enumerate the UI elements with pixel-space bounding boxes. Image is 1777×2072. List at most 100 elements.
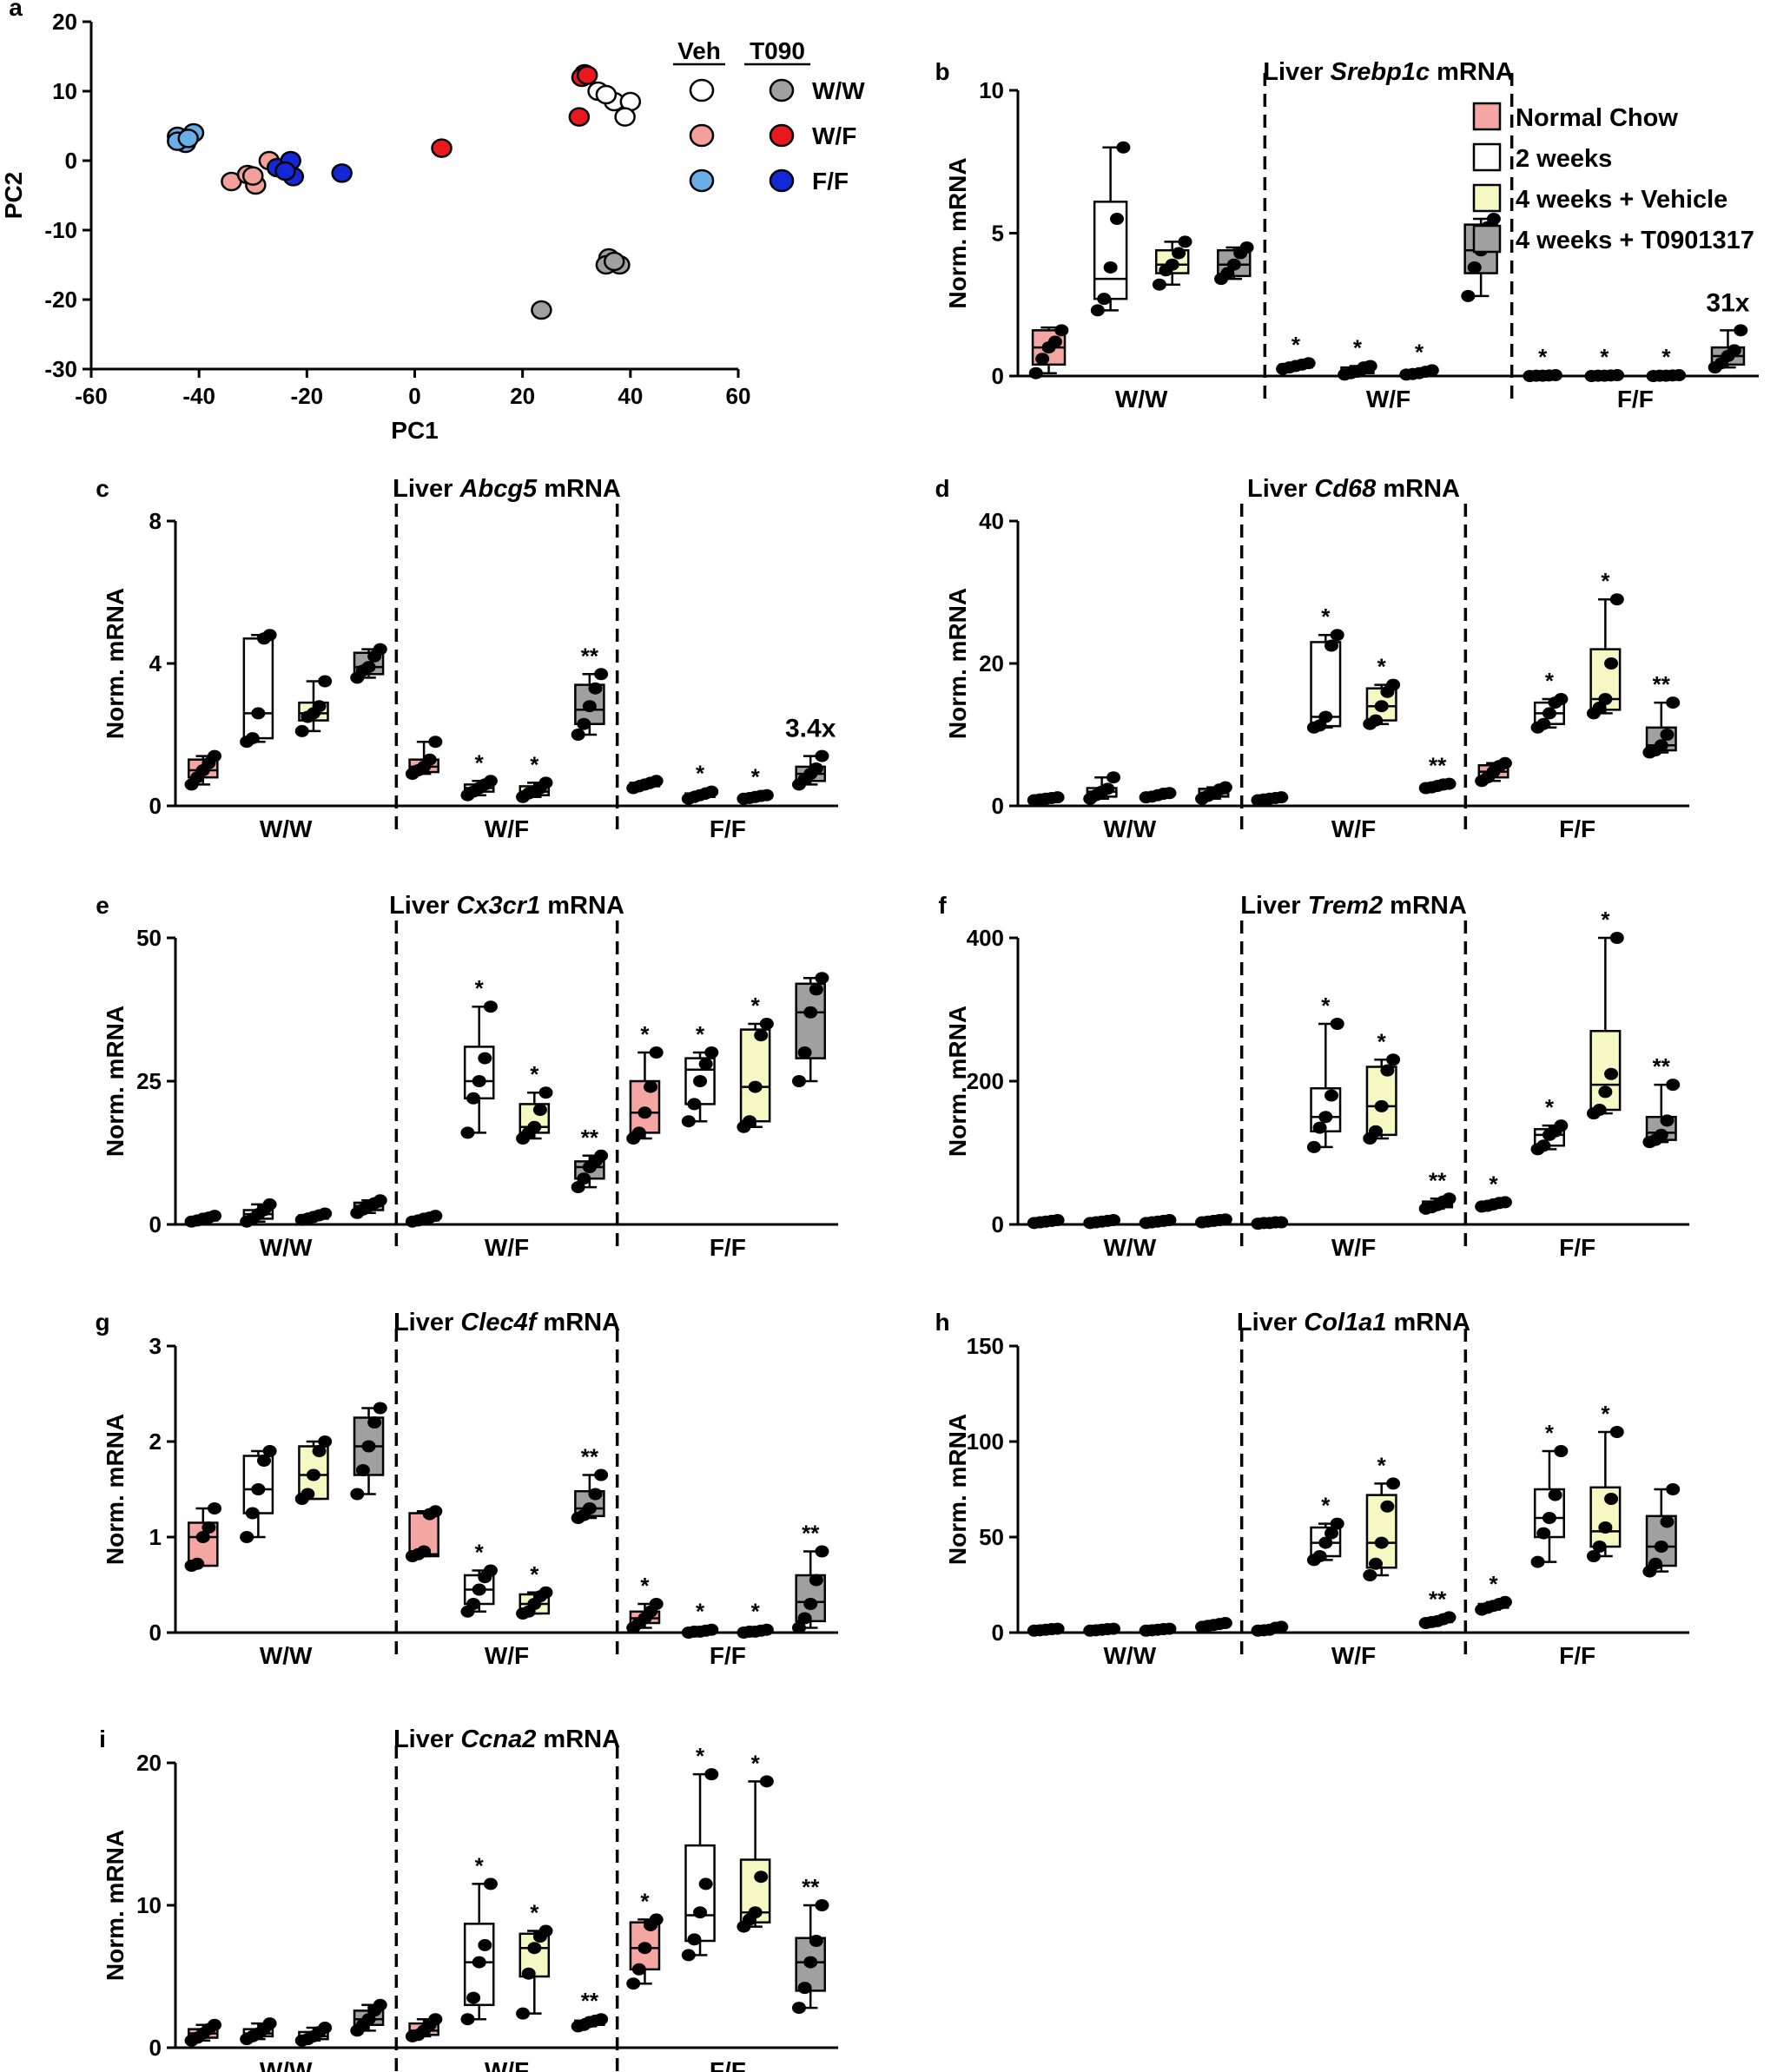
significance-mark: ** [581, 1444, 599, 1470]
y-axis-label: PC2 [0, 172, 27, 219]
significance-mark: * [751, 1750, 761, 1776]
panel-label: f [938, 892, 947, 919]
legend-swatch [1472, 224, 1502, 254]
title-prefix: Liver [1240, 892, 1307, 920]
title-gene: Ccna2 [460, 1726, 536, 1753]
data-point [1312, 1550, 1327, 1562]
data-point [460, 1126, 475, 1139]
x-tick-label: 60 [726, 383, 751, 409]
y-tick-label: 100 [967, 1429, 1004, 1455]
group-label: W/F [485, 1642, 529, 1669]
significance-mark: * [751, 993, 761, 1019]
x-tick-label: 20 [510, 383, 535, 409]
significance-mark: * [640, 1573, 650, 1599]
data-point [1609, 932, 1624, 944]
data-point [1374, 700, 1389, 713]
box-panel-i: i Liver Ccna2 mRNA 0 10 20 Norm. mRNA W/W W/F F/… [99, 1726, 838, 2072]
data-point [1369, 1557, 1384, 1570]
group-label: F/F [710, 2057, 746, 2072]
title-prefix: Liver [389, 892, 456, 920]
significance-mark: ** [1429, 1586, 1447, 1612]
data-point [1330, 629, 1344, 642]
data-point [1050, 1214, 1065, 1227]
panel-label: a [9, 0, 23, 21]
y-axis-label: Norm. mRNA [944, 588, 971, 739]
data-point [1467, 261, 1482, 274]
data-point [631, 1126, 646, 1139]
legend-swatch [1472, 142, 1502, 172]
data-point [208, 1502, 222, 1514]
data-point [803, 1956, 818, 1969]
data-point [1162, 1214, 1177, 1227]
group-label: W/W [260, 2057, 313, 2072]
data-point [1660, 1515, 1675, 1528]
data-point [1274, 1620, 1289, 1633]
data-point [1035, 353, 1050, 366]
significance-mark: * [530, 1900, 539, 1926]
data-point [472, 1583, 486, 1596]
data-point [1165, 258, 1179, 271]
legend-header-veh: Veh [677, 37, 721, 64]
title-prefix: Liver [1263, 58, 1330, 86]
chart-title: Liver Clec4f mRNA [393, 1309, 620, 1336]
data-point [355, 1464, 370, 1476]
data-point [1727, 344, 1741, 357]
significance-mark: * [1538, 344, 1548, 370]
data-point [417, 1545, 432, 1558]
title-gene: Col1a1 [1304, 1309, 1386, 1336]
x-tick-label: -20 [291, 383, 324, 409]
data-point [1461, 289, 1476, 302]
data-point [594, 2013, 609, 2026]
data-point [809, 1574, 823, 1587]
data-point [754, 1029, 769, 1042]
data-point [1054, 324, 1069, 337]
y-tick-label: 0 [992, 1211, 1004, 1237]
significance-mark: ** [802, 1874, 820, 1900]
title-gene: Srebp1c [1331, 58, 1430, 86]
legend-marker-veh [689, 78, 715, 102]
data-point [797, 1612, 812, 1625]
data-point [1497, 1595, 1512, 1608]
data-point [1660, 729, 1675, 741]
y-tick-label: 0 [149, 793, 162, 819]
significance-mark: * [696, 1743, 705, 1769]
data-point [483, 1000, 498, 1013]
data-point [1097, 293, 1112, 306]
data-point [538, 776, 553, 789]
data-point [312, 700, 327, 713]
title-prefix: Liver [1247, 475, 1314, 503]
y-tick-label: 20 [52, 9, 77, 35]
data-point [649, 1913, 664, 1926]
significance-mark: ** [802, 1521, 820, 1547]
data-point [815, 972, 829, 985]
significance-mark: * [640, 1888, 650, 1914]
data-point [367, 1416, 382, 1429]
group-label: F/F [1559, 815, 1595, 842]
title-gene: Cd68 [1314, 475, 1377, 503]
y-axis-label: Norm. mRNA [944, 157, 971, 308]
data-point [1116, 141, 1131, 154]
data-point [815, 1545, 829, 1558]
data-point [1274, 791, 1289, 804]
pca-point [242, 166, 264, 186]
fold-change-label: 3.4x [785, 715, 836, 743]
data-point [631, 1963, 646, 1976]
data-point [478, 1052, 492, 1065]
data-point [1609, 593, 1624, 606]
legend-genotype-label: W/F [812, 122, 856, 149]
fold-change-label: 31x [1706, 288, 1749, 317]
box [684, 1844, 716, 1943]
data-point [208, 749, 222, 762]
significance-mark: * [530, 1561, 539, 1587]
data-point [582, 1502, 597, 1514]
panel-label: h [935, 1309, 949, 1336]
data-point [759, 1018, 774, 1030]
data-point [195, 1531, 210, 1543]
significance-mark: ** [1653, 671, 1671, 697]
significance-mark: ** [581, 1988, 599, 2014]
significance-mark: ** [581, 643, 599, 669]
data-point [1442, 777, 1457, 790]
title-prefix: Liver [393, 1726, 460, 1753]
data-point [693, 1906, 708, 1919]
panel-label: g [95, 1309, 109, 1336]
